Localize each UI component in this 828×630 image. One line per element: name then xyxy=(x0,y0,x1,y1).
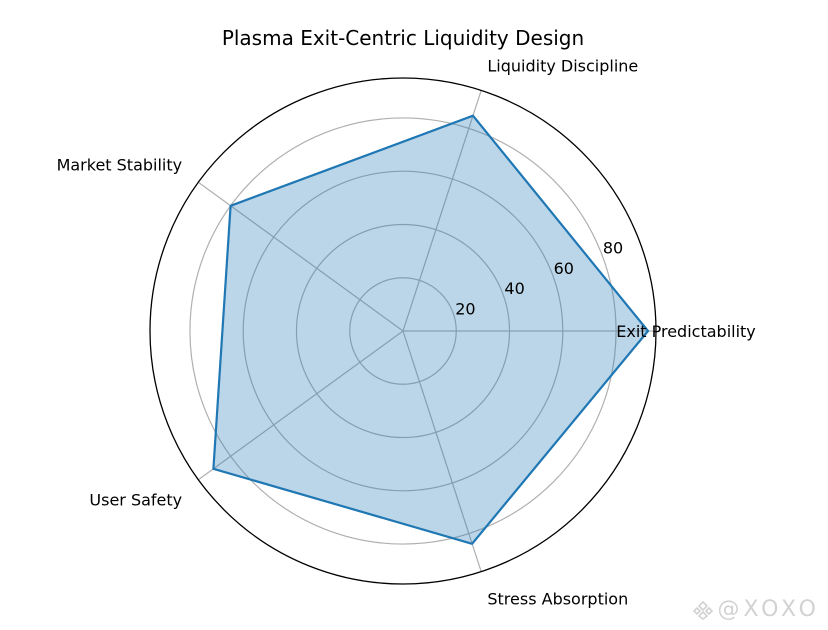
radial-grid xyxy=(149,77,657,585)
series-area xyxy=(213,115,648,544)
category-label: Exit Predictability xyxy=(616,322,756,341)
polar-frame xyxy=(149,77,657,585)
axis-labels: 20 40 60 80 Exit Predictability Liquidity Dis… xyxy=(57,56,756,608)
watermark: @XOXO xyxy=(693,597,820,622)
category-label: Liquidity Discipline xyxy=(487,56,638,75)
category-label: Stress Absorption xyxy=(487,590,628,609)
r-tick-label: 20 xyxy=(455,300,475,319)
grid-spoke xyxy=(197,330,404,481)
watermark-text: @XOXO xyxy=(717,597,820,622)
r-tick-label: 80 xyxy=(603,238,623,257)
grid-spoke xyxy=(402,90,482,332)
chart-title: Plasma Exit-Centric Liquidity Design xyxy=(222,26,584,50)
category-label: Market Stability xyxy=(57,156,183,175)
grid-spoke xyxy=(402,330,482,572)
series-line xyxy=(212,114,650,545)
r-tick-label: 60 xyxy=(554,259,574,278)
data-series xyxy=(212,114,650,545)
grid-spoke xyxy=(197,181,404,332)
r-tick-label: 40 xyxy=(504,279,524,298)
category-label: User Safety xyxy=(89,490,182,509)
diamond-logo-icon xyxy=(693,600,714,620)
